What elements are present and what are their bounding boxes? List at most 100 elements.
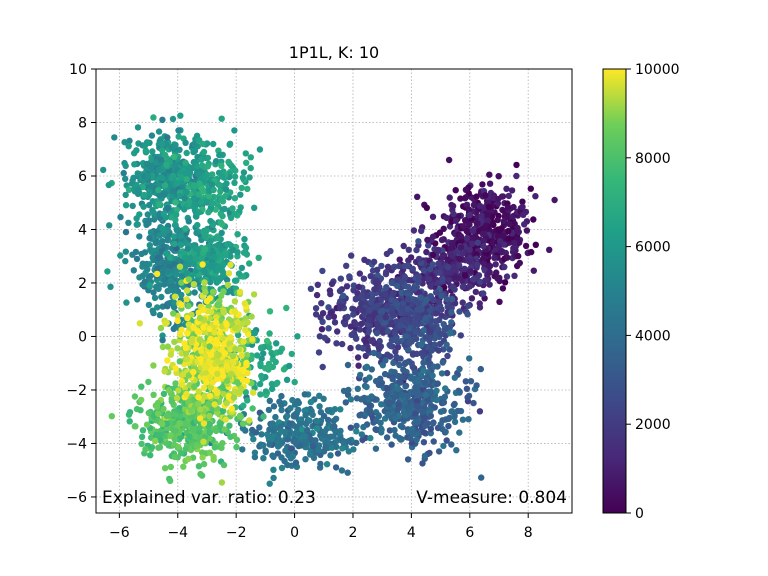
scatter-point <box>381 370 389 378</box>
scatter-point <box>354 385 361 392</box>
scatter-point <box>166 287 173 294</box>
scatter-point <box>162 320 169 327</box>
scatter-point <box>353 422 360 430</box>
scatter-point <box>188 337 195 345</box>
scatter-point <box>442 385 449 392</box>
scatter-point <box>363 383 370 391</box>
scatter-point <box>210 186 217 194</box>
scatter-point <box>530 216 537 223</box>
scatter-point <box>222 192 229 200</box>
scatter-point <box>231 195 239 202</box>
scatter-point <box>197 406 204 413</box>
scatter-point <box>186 255 194 262</box>
scatter-point <box>190 427 197 434</box>
scatter-point <box>227 334 234 341</box>
scatter-point <box>443 341 450 348</box>
scatter-point <box>448 295 456 303</box>
scatter-point <box>190 368 197 376</box>
scatter-point <box>176 146 183 153</box>
scatter-point <box>236 288 244 295</box>
scatter-point <box>227 214 235 222</box>
scatter-point <box>226 141 233 148</box>
scatter-point <box>231 173 239 180</box>
scatter-point <box>210 140 217 148</box>
scatter-point <box>150 391 157 398</box>
scatter-point <box>440 321 447 328</box>
scatter-point <box>160 405 167 413</box>
scatter-point <box>172 199 179 206</box>
scatter-point <box>438 292 445 299</box>
scatter-point <box>432 310 439 317</box>
scatter-point <box>178 279 185 286</box>
scatter-point <box>185 218 192 225</box>
scatter-point <box>356 412 363 419</box>
x-tick-label: 8 <box>524 525 533 541</box>
scatter-point <box>484 217 491 224</box>
scatter-point <box>414 391 421 398</box>
scatter-point <box>276 441 283 449</box>
scatter-point <box>423 204 430 211</box>
scatter-point <box>339 302 346 309</box>
scatter-point <box>307 285 315 292</box>
scatter-point <box>339 445 346 452</box>
scatter-point <box>513 161 520 169</box>
x-axis-ticks: −6 −4 −2 0 2 4 6 8 <box>109 513 533 541</box>
scatter-point <box>164 227 172 234</box>
scatter-point <box>379 326 387 334</box>
scatter-point <box>256 380 264 388</box>
scatter-point <box>494 200 502 207</box>
scatter-point <box>183 287 191 294</box>
scatter-point <box>178 326 185 334</box>
scatter-point <box>320 432 328 439</box>
scatter-point <box>185 398 192 405</box>
scatter-point <box>302 456 309 463</box>
scatter-point <box>413 386 421 394</box>
scatter-point <box>172 380 179 387</box>
scatter-point <box>298 426 306 433</box>
scatter-point <box>402 383 409 390</box>
colorbar-tick-label: 10000 <box>635 62 680 78</box>
scatter-point <box>177 232 185 240</box>
scatter-point <box>444 256 451 263</box>
scatter-point <box>364 292 371 300</box>
scatter-point <box>233 443 240 451</box>
scatter-point <box>195 209 202 216</box>
scatter-point <box>185 302 192 310</box>
scatter-point <box>170 233 178 240</box>
scatter-point <box>419 460 426 467</box>
scatter-point <box>239 420 247 427</box>
scatter-point <box>141 191 148 199</box>
colorbar-tick-label: 4000 <box>635 328 671 344</box>
scatter-point <box>501 279 509 286</box>
scatter-point <box>514 227 521 235</box>
scatter-point <box>446 346 453 353</box>
scatter-point <box>278 464 286 472</box>
colorbar-tick-label: 0 <box>635 506 644 522</box>
scatter-point <box>530 267 537 274</box>
scatter-point <box>164 134 171 141</box>
scatter-point <box>523 227 531 234</box>
scatter-point <box>274 450 282 457</box>
scatter-point <box>358 396 365 403</box>
scatter-point <box>479 255 487 263</box>
scatter-point <box>416 289 423 296</box>
scatter-point <box>133 215 140 222</box>
scatter-point <box>447 250 454 258</box>
scatter-point <box>159 420 166 428</box>
scatter-point <box>159 225 166 232</box>
scatter-point <box>146 188 153 195</box>
scatter-point <box>167 351 174 358</box>
scatter-point <box>389 309 396 316</box>
scatter-point <box>437 330 445 338</box>
scatter-point <box>217 188 224 195</box>
scatter-point <box>143 140 150 147</box>
scatter-point <box>168 398 175 405</box>
scatter-point <box>465 206 472 213</box>
scatter-point <box>462 194 470 201</box>
scatter-point <box>148 163 155 170</box>
scatter-point <box>479 230 486 237</box>
scatter-point <box>342 399 349 406</box>
scatter-point <box>453 447 460 454</box>
scatter-point <box>304 426 311 434</box>
scatter-point <box>224 377 231 385</box>
